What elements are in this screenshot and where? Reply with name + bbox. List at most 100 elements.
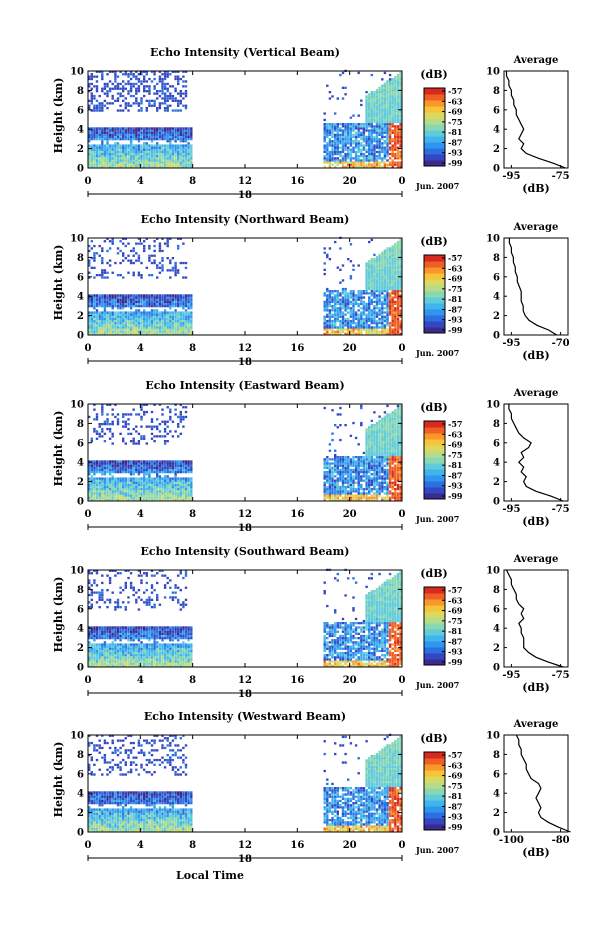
heatmap-cell	[179, 148, 182, 151]
heatmap-cell	[179, 159, 182, 162]
heatmap-cell	[158, 322, 162, 325]
heatmap-cell	[386, 332, 389, 335]
heatmap-cell	[179, 494, 182, 497]
heatmap-cell	[171, 269, 175, 272]
heatmap-cell	[375, 294, 379, 297]
heatmap-cell	[135, 471, 138, 474]
heatmap-cell	[349, 309, 353, 312]
heatmap-cell	[334, 148, 337, 151]
heatmap-cell	[153, 324, 156, 327]
heatmap-cell	[106, 73, 109, 76]
heatmap-cell	[122, 165, 125, 168]
heatmap-cell	[169, 294, 172, 297]
heatmap-cell	[341, 473, 345, 476]
heatmap-cell	[368, 309, 371, 312]
heatmap-cell	[352, 300, 355, 303]
heatmap-cell	[93, 259, 96, 262]
heatmap-cell	[394, 313, 397, 316]
heatmap-cell	[182, 97, 185, 100]
heatmap-cell	[365, 272, 368, 276]
heatmap-cell	[140, 300, 143, 303]
heatmap-cell	[357, 159, 360, 162]
heatmap-cell	[158, 464, 162, 467]
heatmap-cell	[114, 77, 117, 81]
heatmap-cell	[368, 298, 371, 301]
heatmap-cell	[124, 82, 127, 86]
heatmap-cell	[132, 261, 135, 265]
heatmap-cell	[352, 471, 355, 474]
heatmap-cell	[365, 481, 368, 484]
heatmap-cell	[354, 315, 358, 318]
heatmap-cell	[148, 483, 151, 487]
heatmap-cell	[326, 458, 329, 461]
heatmap-cell	[396, 114, 400, 117]
heatmap-cell	[135, 129, 138, 132]
heatmap-cell	[344, 462, 347, 465]
heatmap-cell	[169, 328, 172, 331]
heatmap-cell	[334, 165, 337, 168]
heatmap-cell	[179, 413, 182, 416]
heatmap-cell	[394, 326, 397, 329]
heatmap-cell	[326, 485, 329, 489]
heatmap-cell	[341, 466, 345, 469]
heatmap-cell	[326, 494, 329, 497]
heatmap-cell	[394, 140, 397, 143]
heatmap-cell	[331, 479, 334, 482]
heatmap-cell	[127, 460, 130, 463]
heatmap-cell	[396, 142, 400, 145]
heatmap-cell	[116, 92, 120, 95]
heatmap-cell	[354, 481, 358, 484]
heatmap-cell	[184, 107, 188, 110]
heatmap-cell	[171, 488, 175, 491]
heatmap-cell	[101, 161, 104, 164]
heatmap-cell	[388, 127, 392, 130]
heatmap-cell	[116, 109, 120, 112]
heatmap-cell	[93, 109, 96, 112]
heatmap-cell	[132, 496, 135, 499]
heatmap-cell	[373, 159, 376, 162]
heatmap-cell	[381, 93, 384, 96]
heatmap-cell	[127, 432, 130, 435]
heatmap-cell	[396, 268, 400, 271]
heatmap-cell	[370, 496, 373, 499]
heatmap-cell	[383, 262, 387, 265]
heatmap-cell	[158, 492, 162, 495]
heatmap-cell	[150, 311, 154, 314]
heatmap-cell	[388, 133, 392, 136]
heatmap-cell	[98, 131, 101, 134]
heatmap-cell	[365, 91, 368, 94]
heatmap-cell	[396, 313, 400, 316]
heatmap-cell	[373, 116, 376, 119]
heatmap-cell	[357, 135, 360, 139]
heatmap-cell	[145, 477, 148, 480]
heatmap-cell	[184, 330, 188, 333]
heatmap-cell	[101, 249, 104, 253]
heatmap-cell	[163, 242, 167, 245]
heatmap-cell	[344, 498, 347, 501]
heatmap-cell	[137, 237, 141, 240]
heatmap-cell	[182, 485, 185, 489]
heatmap-cell	[349, 313, 353, 316]
heatmap-cell	[331, 300, 334, 303]
heatmap-cell	[132, 85, 135, 88]
heatmap-cell	[354, 328, 358, 331]
heatmap-cell	[90, 488, 93, 491]
heatmap-cell	[158, 133, 162, 136]
heatmap-cell	[336, 266, 339, 269]
heatmap-cell	[378, 285, 381, 289]
heatmap-cell	[145, 410, 148, 414]
heatmap-cell	[334, 319, 337, 323]
heatmap-cell	[373, 103, 376, 107]
heatmap-cell	[334, 140, 337, 143]
heatmap-cell	[124, 477, 127, 480]
heatmap-cell	[169, 319, 172, 323]
heatmap-cell	[116, 99, 120, 102]
heatmap-cell	[352, 496, 355, 499]
heatmap-cell	[111, 483, 114, 487]
heatmap-cell	[349, 468, 353, 472]
heatmap-cell	[383, 86, 387, 89]
heatmap-cell	[129, 159, 133, 162]
heatmap-cell	[101, 75, 104, 78]
heatmap-cell	[368, 464, 371, 467]
heatmap-cell	[116, 85, 120, 88]
